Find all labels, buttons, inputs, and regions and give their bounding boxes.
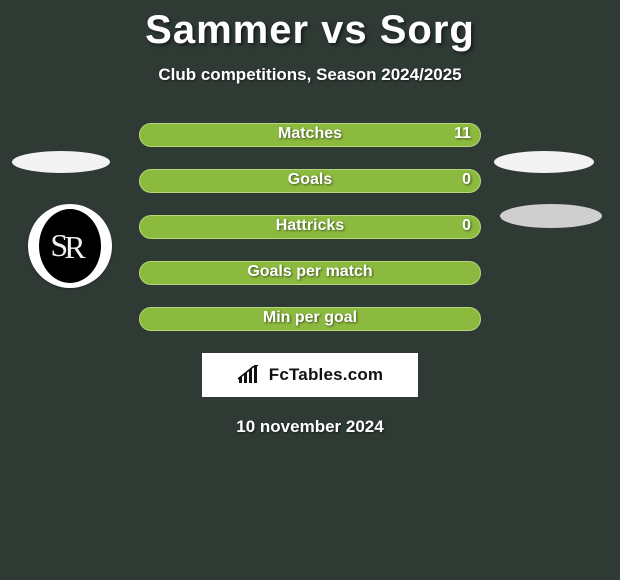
player-right-placeholder-2: [500, 204, 602, 228]
stat-bar-fill: [139, 307, 481, 331]
stat-bar-fill: [139, 123, 481, 147]
brand-badge: FcTables.com: [202, 353, 418, 397]
stat-bar-fill: [139, 261, 481, 285]
page-subtitle: Club competitions, Season 2024/2025: [0, 65, 620, 85]
brand-logo: FcTables.com: [237, 365, 384, 385]
stat-row-hattricks: Hattricks 0: [139, 215, 481, 239]
stat-row-goals: Goals 0: [139, 169, 481, 193]
player-left-placeholder: [12, 151, 110, 173]
club-badge-letter: R: [64, 231, 85, 263]
bar-chart-icon: [237, 365, 263, 385]
stat-bar-fill: [139, 215, 481, 239]
stat-row-goals-per-match: Goals per match: [139, 261, 481, 285]
player-right-placeholder: [494, 151, 594, 173]
stat-row-min-per-goal: Min per goal: [139, 307, 481, 331]
stat-row-matches: Matches 11: [139, 123, 481, 147]
brand-text: FcTables.com: [269, 365, 384, 385]
club-badge-left: S R: [28, 204, 112, 288]
snapshot-date: 10 november 2024: [0, 417, 620, 437]
stat-bar-fill: [139, 169, 481, 193]
stat-bars: Matches 11 Goals 0 Hattricks 0 Goals per…: [139, 123, 481, 331]
page-title: Sammer vs Sorg: [0, 0, 620, 53]
club-badge-inner: S R: [39, 209, 101, 283]
comparison-stage: S R Matches 11 Goals 0 Hattricks 0 Goals…: [0, 123, 620, 437]
